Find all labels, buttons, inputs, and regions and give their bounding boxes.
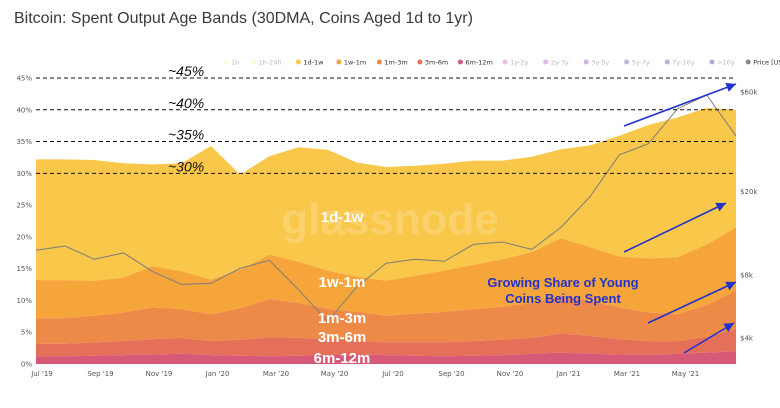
legend-swatch <box>664 59 670 65</box>
legend-swatch <box>709 59 715 65</box>
y-tick-label: 35% <box>16 138 32 146</box>
reference-label: ~45% <box>168 63 204 79</box>
legend-swatch <box>543 59 549 65</box>
y-tick-label: 5% <box>21 329 32 337</box>
legend-label: 1w-1m <box>344 59 366 67</box>
legend-item: 1y-2y <box>502 59 529 67</box>
reference-label: ~40% <box>168 95 204 111</box>
legend-item: 1w-1m <box>336 59 366 67</box>
overlay: ~45% ~40% ~35% ~30% 1d-1w 1w-1m 1m-3m 3m-6m 6m-1… <box>36 63 737 367</box>
legend-label: 1h-24h <box>259 59 282 67</box>
legend-item: 1d-1w <box>295 59 324 67</box>
watermark: glassnode <box>281 195 499 244</box>
legend-label: 5y-7y <box>632 59 650 67</box>
area-3m-6m <box>36 329 736 357</box>
legend-swatch <box>624 59 630 65</box>
band-label: 1m-3m <box>318 310 366 327</box>
x-tick-label: Sep '19 <box>87 370 113 378</box>
legend-item: 6m-12m <box>457 59 493 67</box>
legend-item: 1h <box>223 59 239 67</box>
x-tick-label: Jul '19 <box>30 370 53 378</box>
legend-label: 2y-3y <box>551 59 569 67</box>
reference-label: ~30% <box>168 158 204 174</box>
legend-swatch <box>251 59 257 65</box>
trend-arrow <box>683 322 735 354</box>
y-tick-label: 25% <box>16 202 32 210</box>
legend-label: 3m-6m <box>425 59 448 67</box>
band-label: 1d-1w <box>321 209 364 226</box>
x-tick-label: Jan '20 <box>205 370 230 378</box>
y-tick-label: 40% <box>16 106 32 114</box>
y-tick-label: 20% <box>16 233 32 241</box>
chart-title: Bitcoin: Spent Output Age Bands (30DMA, … <box>14 10 473 27</box>
legend-label: 1m-3m <box>384 59 407 67</box>
legend-label: 3y-5y <box>591 59 609 67</box>
y-tick-label: 30% <box>16 170 32 178</box>
band-label: 6m-12m <box>314 350 371 367</box>
y-tick-label: 15% <box>16 265 32 273</box>
legend-item: 2y-3y <box>543 59 569 67</box>
band-label: 1w-1m <box>319 274 366 291</box>
band-label: 3m-6m <box>318 329 366 346</box>
legend-swatch <box>336 59 342 65</box>
legend-swatch <box>502 59 508 65</box>
x-tick-label: Sep '20 <box>438 370 464 378</box>
legend-swatch <box>417 59 423 65</box>
legend-item: 5y-7y <box>624 59 650 67</box>
y-right-tick-label: $20k <box>740 188 758 196</box>
area-1d-1w <box>36 107 736 281</box>
x-tick-label: Jan '21 <box>556 370 581 378</box>
legend-item: 7y-10y <box>664 59 695 67</box>
y-tick-label: 0% <box>21 361 32 369</box>
annotation-text: Growing Share of Young <box>487 275 638 290</box>
legend-item: 3y-5y <box>583 59 610 67</box>
legend-label: 6m-12m <box>465 59 492 67</box>
area-6m-12m <box>36 351 736 364</box>
area-1w-1m <box>36 227 736 319</box>
legend-label: 1h <box>231 59 239 67</box>
legend-label: >10y <box>717 59 735 67</box>
plot-area: glassnode 0% 5% 10% 15% 20% 25% 30% 35% 40% 45% Jul… <box>16 75 758 379</box>
legend-item: 1m-3m <box>376 59 408 67</box>
legend-swatch <box>295 59 301 65</box>
y-tick-label: 45% <box>16 75 32 83</box>
trend-arrow <box>623 202 727 253</box>
trend-arrow <box>623 82 737 127</box>
legend-swatch <box>376 59 382 65</box>
y-right-tick-label: $8k <box>740 271 754 279</box>
legend-item: 1h-24h <box>251 59 282 67</box>
trend-arrow <box>647 281 737 324</box>
x-tick-label: Mar '20 <box>263 370 289 378</box>
legend-label: 1y-2y <box>510 59 528 67</box>
y-right-tick-label: $60k <box>740 88 758 96</box>
y-right-tick-label: $4k <box>740 334 754 342</box>
legend-item: 3m-6m <box>417 59 448 67</box>
legend-label: 7y-10y <box>672 59 694 67</box>
x-tick-label: May '20 <box>321 370 349 378</box>
legend-item: Price [USD] <box>745 59 780 67</box>
x-tick-label: Mar '21 <box>614 370 640 378</box>
legend-swatch <box>457 59 463 65</box>
x-tick-label: Nov '20 <box>497 370 524 378</box>
price-line <box>35 94 737 323</box>
x-tick-label: May '21 <box>672 370 700 378</box>
legend-item: >10y <box>709 59 735 67</box>
legend-label: 1d-1w <box>303 59 324 67</box>
x-tick-label: Nov '19 <box>146 370 173 378</box>
y-tick-label: 10% <box>16 297 32 305</box>
legend-swatch <box>745 59 751 65</box>
legend: 1h 1h-24h 1d-1w 1w-1m 1m-3m 3m-6m 6m-12m 1y-2y 2… <box>223 59 780 67</box>
x-tick-label: Jul '20 <box>381 370 404 378</box>
legend-swatch <box>223 59 229 65</box>
annotation-text: Coins Being Spent <box>505 291 621 306</box>
area-1m-3m <box>36 290 736 344</box>
reference-label: ~35% <box>168 127 204 143</box>
legend-swatch <box>583 59 589 65</box>
legend-label: Price [USD] <box>753 59 780 67</box>
